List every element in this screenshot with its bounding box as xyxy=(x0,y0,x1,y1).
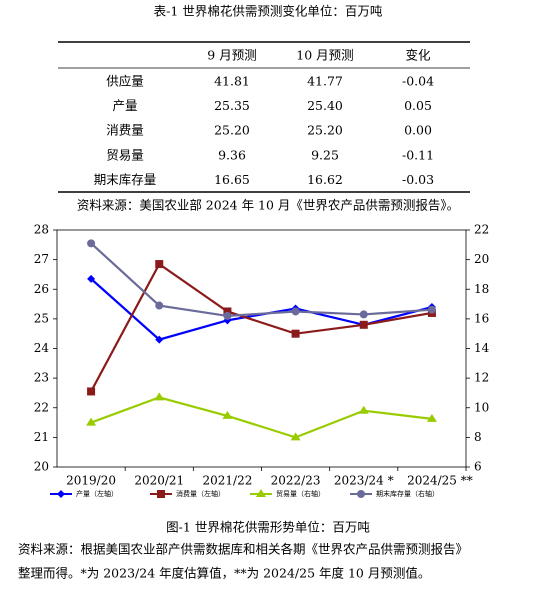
x-tick-label: 2021/22 xyxy=(202,474,252,488)
plot-frame xyxy=(56,229,467,468)
table-cell: 供应量 xyxy=(106,74,144,89)
x-tick-label: 2022/23 xyxy=(271,474,321,488)
table-cell: 16.65 xyxy=(214,172,250,187)
legend-label: 贸易量（右轴） xyxy=(276,489,325,498)
y-tick-label: 28 xyxy=(34,223,49,237)
point xyxy=(154,392,165,401)
point xyxy=(155,335,164,344)
series-line xyxy=(90,242,432,318)
table-cell: 41.77 xyxy=(307,74,343,89)
point xyxy=(155,301,164,310)
point xyxy=(87,239,96,248)
table-cell: -0.03 xyxy=(402,172,434,187)
column-header: 变化 xyxy=(405,48,431,63)
table-cell: 0.00 xyxy=(404,123,432,138)
x-tick-label: 2023/24 * xyxy=(334,474,394,488)
x-tick-label: 2019/20 xyxy=(66,474,116,488)
y-tick-label: 21 xyxy=(34,430,49,444)
legend-marker xyxy=(157,490,165,498)
table-cell: 0.05 xyxy=(404,98,432,113)
point xyxy=(359,320,368,329)
table-cell: -0.11 xyxy=(402,147,434,162)
table-cell: 9.36 xyxy=(218,147,246,162)
table-cell: -0.04 xyxy=(402,74,434,89)
point xyxy=(223,307,232,316)
x-tick-label: 2020/21 xyxy=(134,474,184,488)
table-cell: 25.20 xyxy=(214,123,250,138)
table-cell: 产量 xyxy=(112,98,137,113)
y2-tick-label: 6 xyxy=(474,460,482,474)
table-cell: 贸易量 xyxy=(106,147,144,162)
table-cell: 25.35 xyxy=(214,98,250,113)
point xyxy=(223,311,232,320)
legend-label: 期末库存量（右轴） xyxy=(376,489,439,498)
y-tick-label: 23 xyxy=(34,371,49,385)
point xyxy=(426,413,437,422)
legend-marker xyxy=(57,490,65,498)
y-tick-label: 26 xyxy=(34,282,49,296)
table-cell: 25.40 xyxy=(307,98,343,113)
y2-tick-label: 8 xyxy=(474,430,482,444)
y-tick-label: 22 xyxy=(34,400,49,414)
y2-tick-label: 12 xyxy=(474,371,489,385)
point xyxy=(427,305,436,314)
point xyxy=(291,307,300,316)
legend-label: 产量（左轴） xyxy=(76,489,118,498)
point xyxy=(290,432,301,441)
point xyxy=(359,310,368,319)
y2-tick-label: 16 xyxy=(474,311,489,325)
legend-marker xyxy=(256,489,266,497)
table-cell: 消费量 xyxy=(106,123,144,138)
series-line xyxy=(90,278,433,341)
table-cell: 9.25 xyxy=(311,147,339,162)
point xyxy=(291,329,300,338)
legend-marker xyxy=(357,490,365,498)
note: 资料来源：根据美国农业部产供需数据库和相关各期《世界农产品供需预测报告》 xyxy=(18,542,468,557)
point xyxy=(155,260,164,269)
series-line xyxy=(90,396,433,439)
y2-tick-label: 18 xyxy=(474,282,489,296)
table-source: 资料来源：美国农业部 2024 年 10 月《世界农产品供需预测报告》。 xyxy=(77,198,459,213)
column-header: 9 月预测 xyxy=(207,48,256,63)
x-tick-label: 2024/25 ** xyxy=(407,474,473,488)
y2-tick-label: 14 xyxy=(474,341,490,355)
table-cell: 41.81 xyxy=(214,74,250,89)
table-cell: 25.20 xyxy=(307,123,343,138)
legend-label: 消费量（左轴） xyxy=(176,489,225,498)
y-tick-label: 27 xyxy=(34,252,49,266)
column-header: 10 月预测 xyxy=(296,48,353,63)
point xyxy=(86,417,97,426)
y2-tick-label: 22 xyxy=(474,223,489,237)
point xyxy=(87,387,96,396)
table-title: 表-1 世界棉花供需预测变化单位：百万吨 xyxy=(154,4,383,19)
point xyxy=(222,410,233,419)
figure-caption: 图-1 世界棉花供需形势单位：百万吨 xyxy=(166,520,370,535)
table-cell: 16.62 xyxy=(307,172,343,187)
point xyxy=(87,274,96,283)
y2-tick-label: 20 xyxy=(474,252,489,266)
note: 整理而得。*为 2023/24 年度估算值，**为 2024/25 年度 10 … xyxy=(18,566,430,581)
y-tick-label: 20 xyxy=(34,460,49,474)
y2-tick-label: 10 xyxy=(474,400,489,414)
series-line xyxy=(90,262,433,392)
y-tick-label: 25 xyxy=(34,311,49,325)
table-cell: 期末库存量 xyxy=(94,172,157,187)
point xyxy=(358,405,369,414)
y-tick-label: 24 xyxy=(34,341,50,355)
